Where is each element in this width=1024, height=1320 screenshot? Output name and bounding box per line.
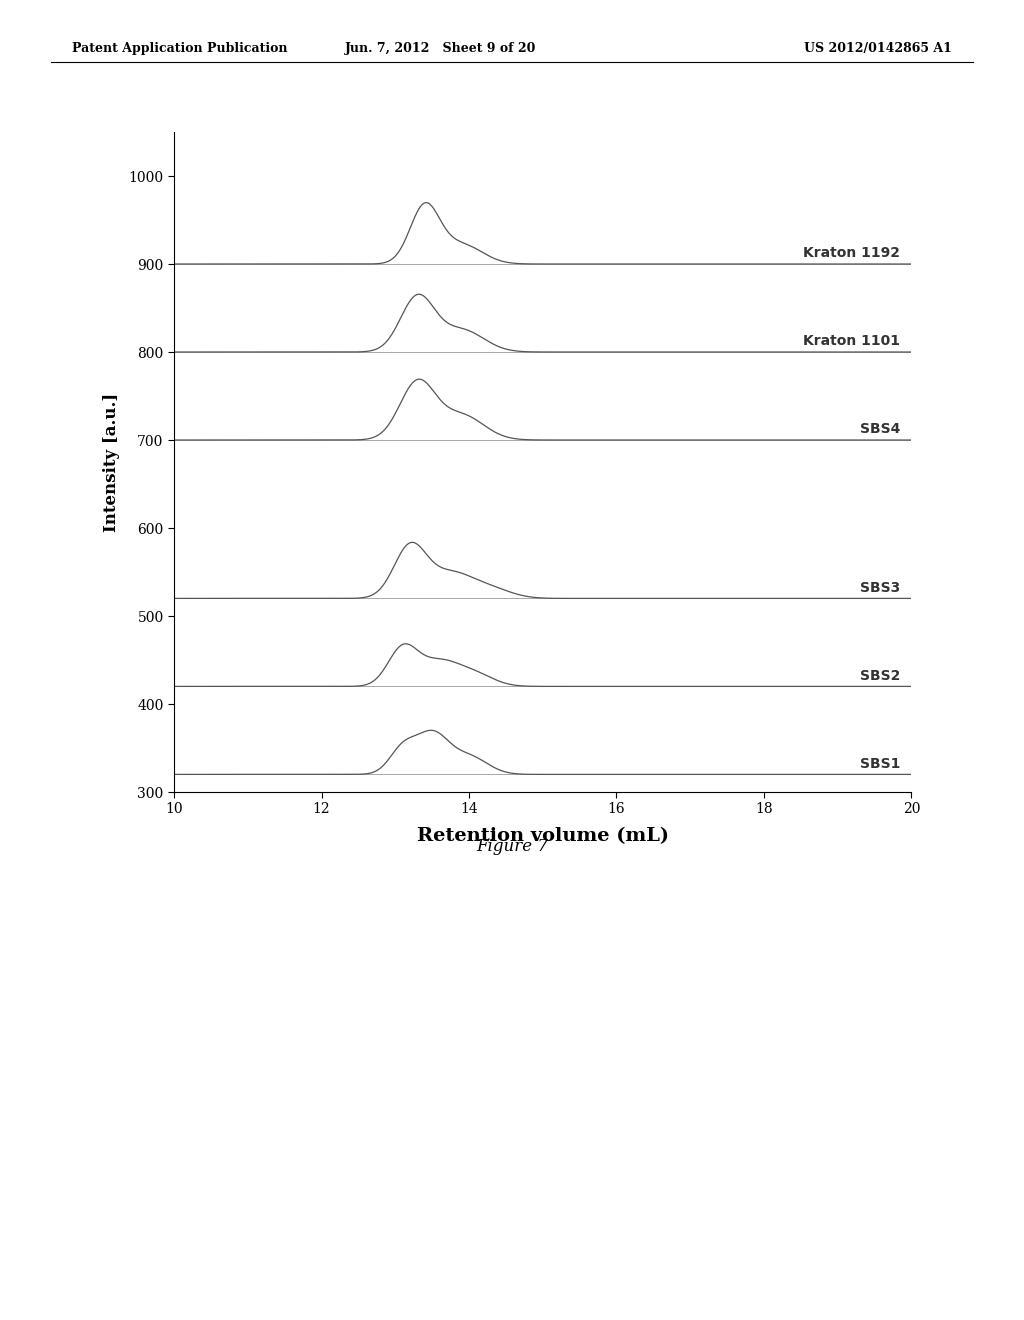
Text: SBS3: SBS3 [860, 581, 900, 595]
Text: SBS1: SBS1 [860, 756, 900, 771]
Text: Patent Application Publication: Patent Application Publication [72, 42, 287, 55]
Text: SBS2: SBS2 [860, 669, 900, 682]
Text: Kraton 1101: Kraton 1101 [803, 334, 900, 348]
Text: Kraton 1192: Kraton 1192 [803, 247, 900, 260]
Text: SBS4: SBS4 [860, 422, 900, 437]
Text: US 2012/0142865 A1: US 2012/0142865 A1 [805, 42, 952, 55]
Y-axis label: Intensity [a.u.]: Intensity [a.u.] [103, 392, 120, 532]
Text: Figure 7: Figure 7 [476, 838, 548, 855]
X-axis label: Retention volume (mL): Retention volume (mL) [417, 828, 669, 846]
Text: Jun. 7, 2012   Sheet 9 of 20: Jun. 7, 2012 Sheet 9 of 20 [345, 42, 536, 55]
